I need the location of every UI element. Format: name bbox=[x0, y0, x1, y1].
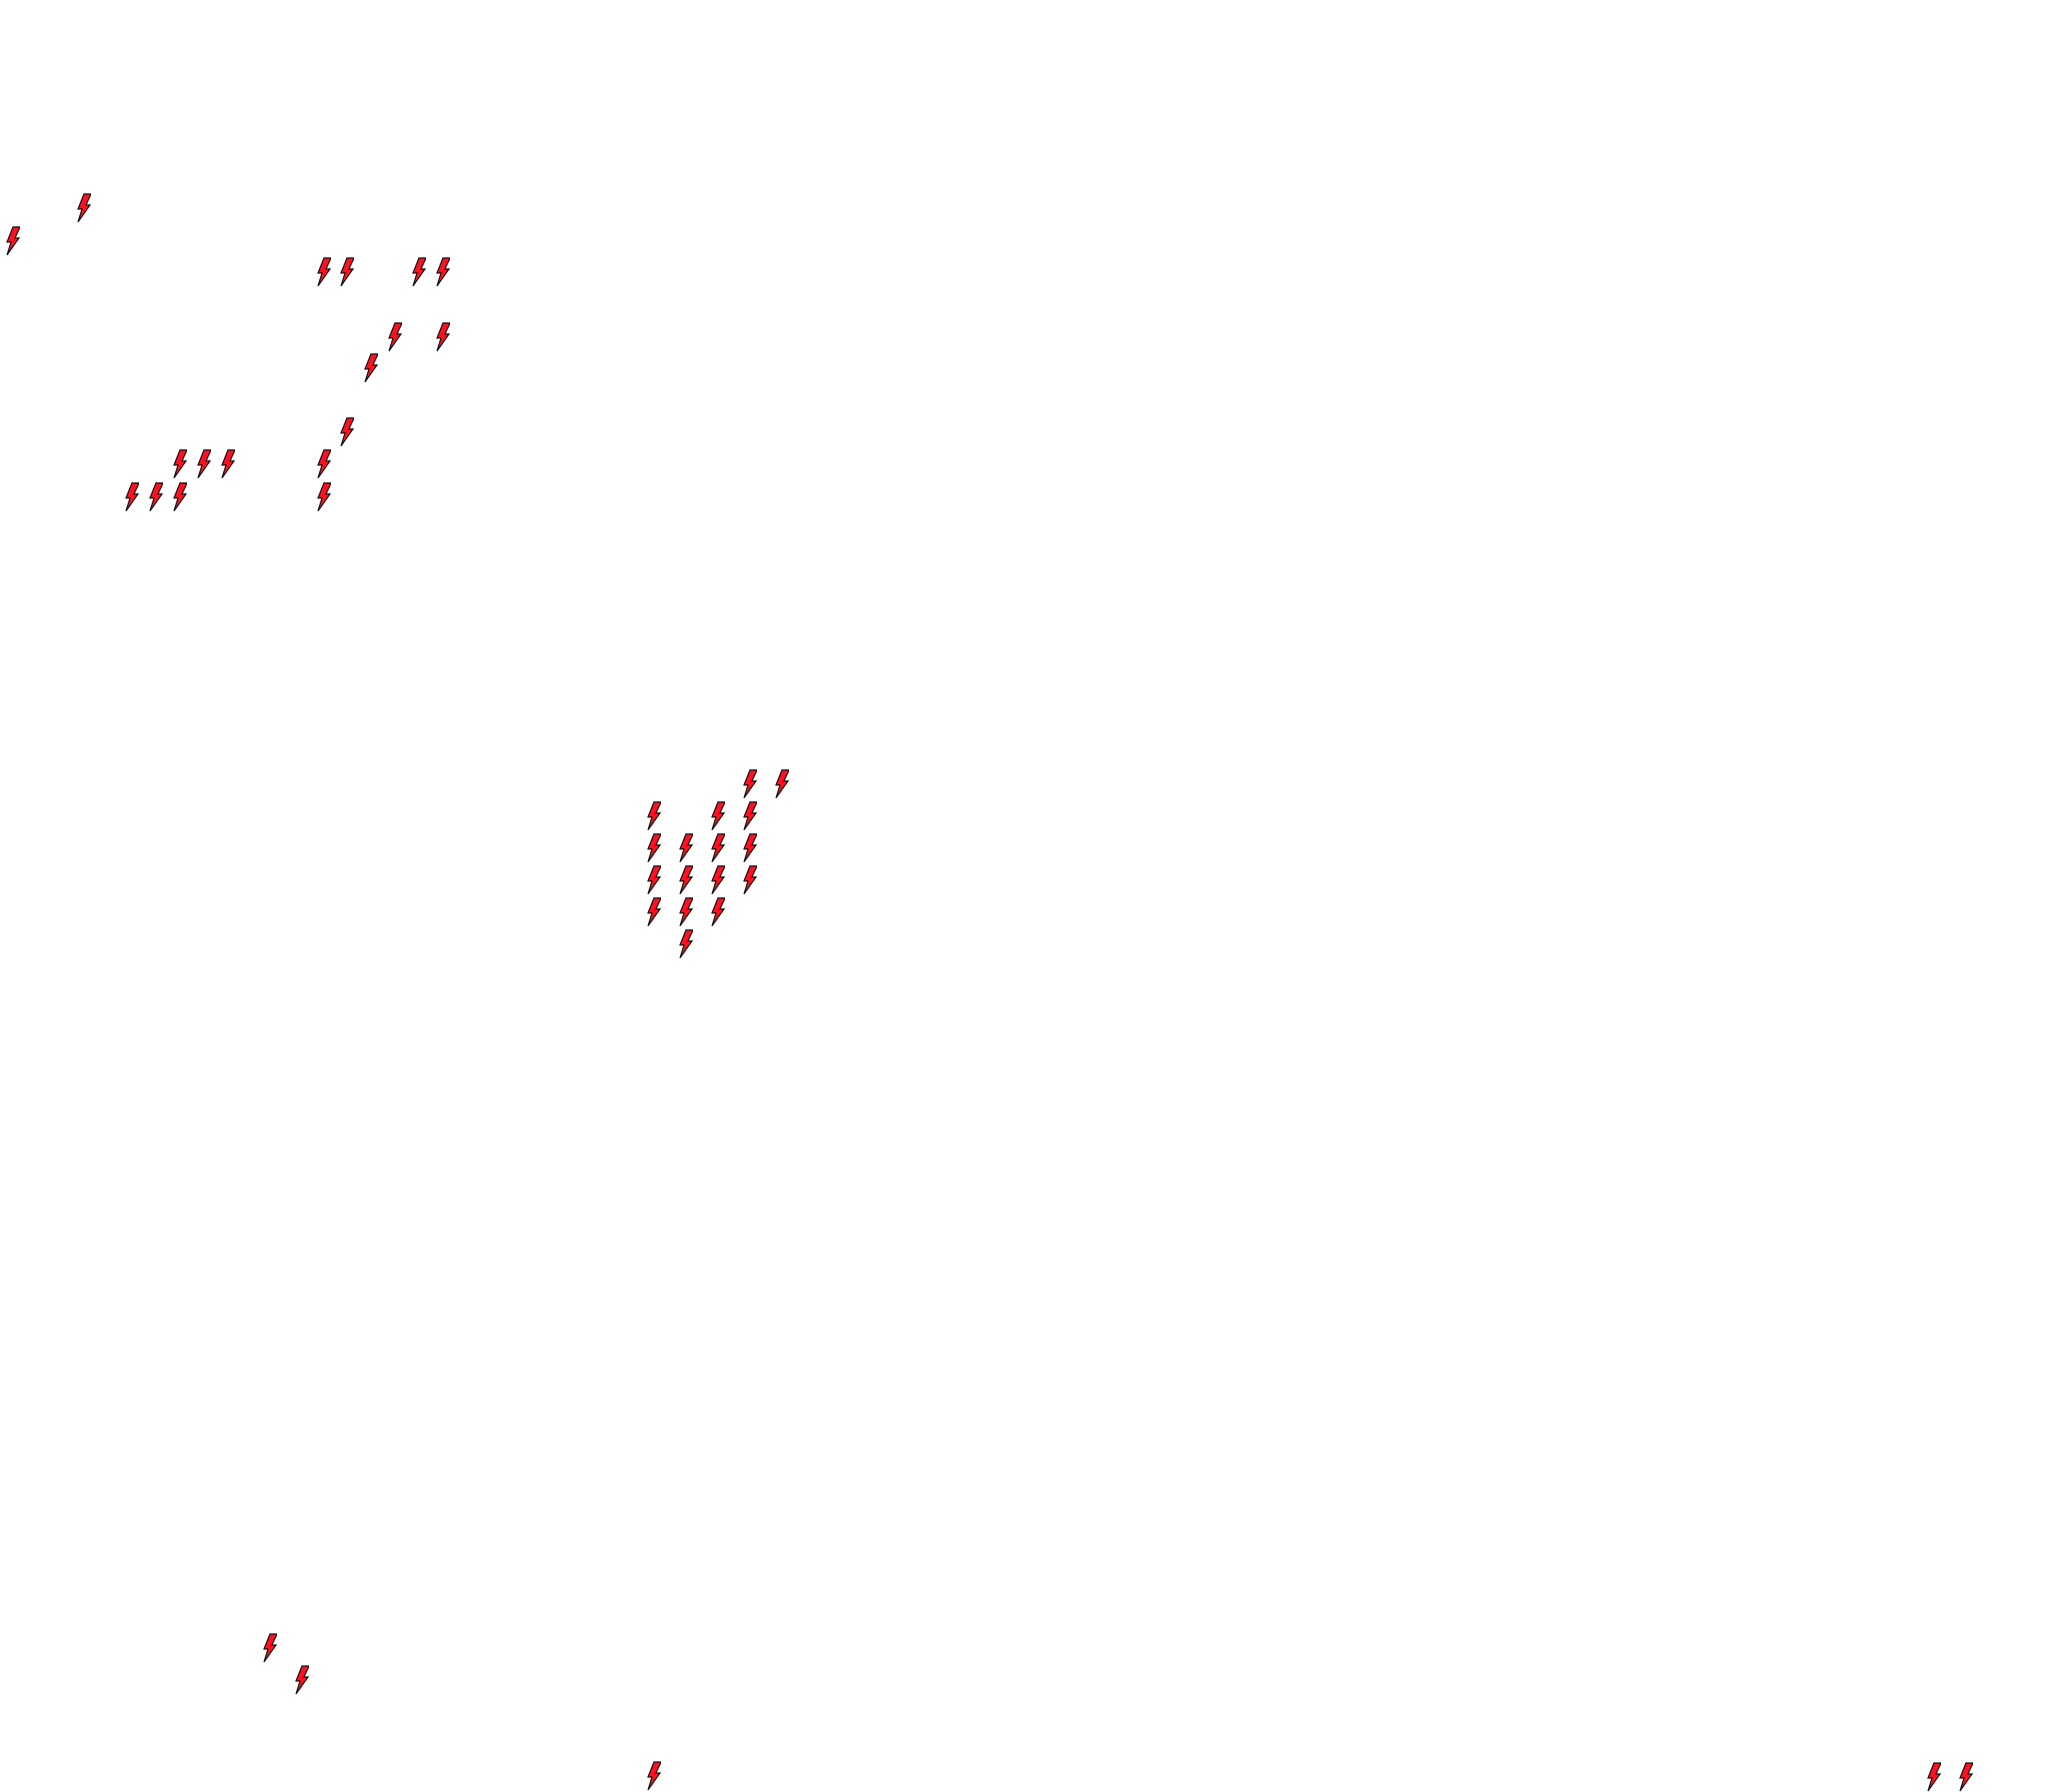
lightning-bolt-icon[interactable] bbox=[263, 1633, 277, 1663]
lightning-bolt-icon[interactable] bbox=[6, 226, 20, 256]
lightning-bolt-icon[interactable] bbox=[679, 833, 693, 863]
lightning-bolt-icon[interactable] bbox=[388, 322, 402, 352]
lightning-bolt-icon[interactable] bbox=[743, 865, 757, 895]
lightning-bolt-icon[interactable] bbox=[1959, 1762, 1973, 1792]
lightning-bolt-icon[interactable] bbox=[647, 801, 661, 831]
lightning-bolt-icon[interactable] bbox=[173, 449, 187, 479]
lightning-bolt-icon[interactable] bbox=[436, 322, 450, 352]
lightning-bolt-icon[interactable] bbox=[775, 769, 789, 799]
lightning-bolt-icon[interactable] bbox=[295, 1665, 309, 1695]
lightning-bolt-icon[interactable] bbox=[340, 257, 354, 287]
lightning-bolt-icon[interactable] bbox=[743, 801, 757, 831]
lightning-bolt-icon[interactable] bbox=[743, 833, 757, 863]
lightning-bolt-icon[interactable] bbox=[711, 865, 725, 895]
lightning-bolt-icon[interactable] bbox=[173, 482, 187, 512]
lightning-bolt-icon[interactable] bbox=[317, 449, 331, 479]
lightning-bolt-icon[interactable] bbox=[647, 1761, 661, 1791]
lightning-bolt-icon[interactable] bbox=[125, 482, 139, 512]
lightning-bolt-icon[interactable] bbox=[647, 865, 661, 895]
lightning-bolt-icon[interactable] bbox=[364, 353, 378, 383]
lightning-bolt-icon[interactable] bbox=[711, 897, 725, 927]
lightning-bolt-icon[interactable] bbox=[436, 257, 450, 287]
lightning-bolt-icon[interactable] bbox=[317, 257, 331, 287]
lightning-bolt-icon[interactable] bbox=[317, 482, 331, 512]
lightning-bolt-icon[interactable] bbox=[679, 897, 693, 927]
lightning-bolt-icon[interactable] bbox=[647, 833, 661, 863]
lightning-bolt-icon[interactable] bbox=[197, 449, 211, 479]
lightning-bolt-icon[interactable] bbox=[711, 801, 725, 831]
lightning-bolt-icon[interactable] bbox=[149, 482, 163, 512]
lightning-bolt-icon[interactable] bbox=[412, 257, 426, 287]
lightning-bolt-icon[interactable] bbox=[679, 929, 693, 959]
lightning-bolt-icon[interactable] bbox=[340, 417, 354, 447]
lightning-bolt-icon[interactable] bbox=[711, 833, 725, 863]
lightning-bolt-icon[interactable] bbox=[679, 865, 693, 895]
lightning-bolt-icon[interactable] bbox=[1927, 1762, 1941, 1792]
lightning-bolt-icon[interactable] bbox=[743, 769, 757, 799]
lightning-bolt-icon[interactable] bbox=[77, 193, 91, 223]
lightning-bolt-icon[interactable] bbox=[221, 449, 235, 479]
lightning-bolt-icon[interactable] bbox=[647, 897, 661, 927]
